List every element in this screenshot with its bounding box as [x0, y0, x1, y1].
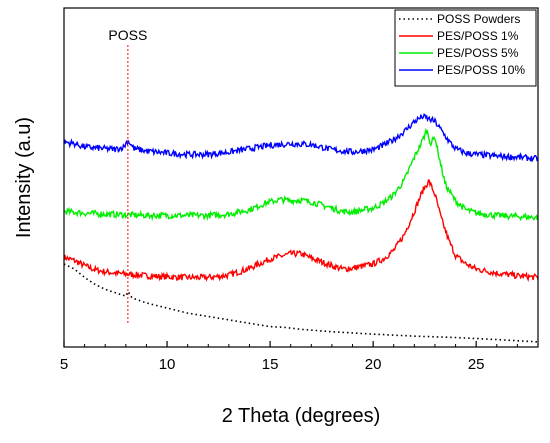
- y-axis-title: Intensity (a.u): [13, 117, 35, 238]
- x-axis-title: 2 Theta (degrees): [222, 405, 381, 427]
- x-tick-label: 25: [468, 356, 485, 373]
- poss-annotation: POSS: [108, 27, 147, 43]
- legend-label: POSS Powders: [437, 12, 520, 26]
- x-tick-label: 5: [60, 356, 68, 373]
- legend-label: PES/POSS 5%: [437, 46, 519, 60]
- series-line-4: [63, 113, 539, 163]
- legend: POSS Powders PES/POSS 1% PES/POSS 5% PES/PO…: [394, 9, 537, 87]
- series-line-3: [63, 127, 539, 222]
- plot-frame: [63, 7, 539, 348]
- series-line-2: [63, 179, 539, 283]
- x-tick-label: 10: [159, 356, 176, 373]
- legend-box: [394, 9, 537, 87]
- legend-label: PES/POSS 1%: [437, 29, 519, 43]
- x-tick-label: 20: [365, 356, 382, 373]
- ticks-layer: 5 10 15 20 25: [60, 341, 539, 373]
- legend-label: PES/POSS 10%: [437, 63, 525, 77]
- series-layer: [63, 113, 539, 343]
- x-tick-label: 15: [262, 356, 279, 373]
- series-line-1: [63, 263, 538, 343]
